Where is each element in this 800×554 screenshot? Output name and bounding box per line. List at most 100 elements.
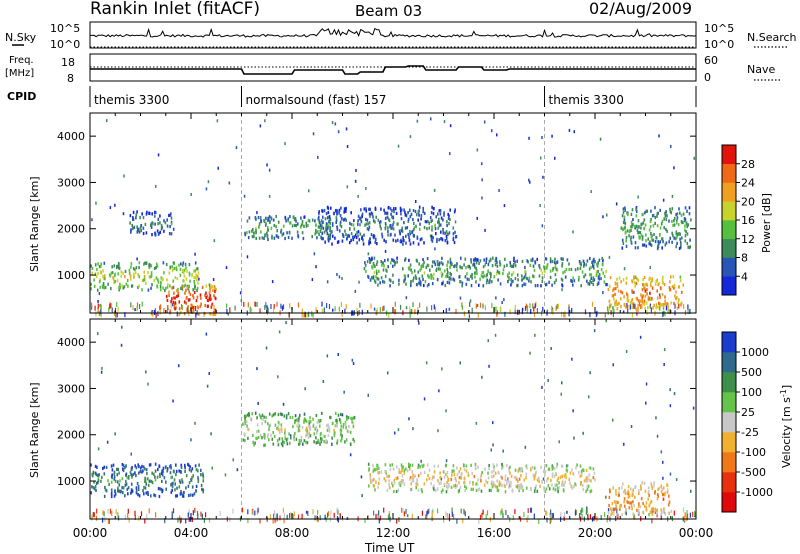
heatmap-cell	[521, 284, 524, 288]
heatmap-cell	[326, 205, 329, 209]
heatmap-cell	[533, 466, 536, 470]
heatmap-cell	[491, 470, 493, 474]
colorbar-swatch	[722, 163, 736, 183]
heatmap-cell	[676, 212, 679, 216]
heatmap-cell	[374, 207, 377, 211]
heatmap-cell	[119, 286, 121, 290]
heatmap-cell	[624, 504, 626, 508]
heatmap-cell	[444, 283, 447, 288]
heatmap-cell	[673, 301, 675, 306]
heatmap-cell	[189, 465, 191, 469]
heatmap-cell	[272, 413, 275, 417]
heatmap-cell	[590, 265, 592, 269]
heatmap-cell	[667, 305, 669, 309]
heatmap-cell	[194, 464, 197, 468]
heatmap-cell	[109, 206, 112, 210]
heatmap-cell	[643, 302, 646, 306]
heatmap-cell	[252, 433, 254, 437]
heatmap-cell	[383, 477, 386, 481]
heatmap-cell	[183, 312, 186, 316]
heatmap-cell	[320, 440, 323, 444]
heatmap-cell	[484, 228, 486, 232]
heatmap-cell	[613, 507, 615, 513]
noise-tick-top-right: 10^5	[704, 22, 734, 35]
heatmap-cell	[610, 512, 612, 517]
heatmap-cell	[174, 276, 177, 280]
heatmap-cell	[559, 475, 562, 479]
heatmap-cell	[181, 305, 183, 311]
heatmap-cell	[100, 370, 103, 374]
heatmap-cell	[350, 238, 352, 242]
heatmap-cell	[408, 464, 410, 469]
heatmap-cell	[689, 308, 691, 314]
heatmap-cell	[516, 485, 519, 489]
heatmap-cell	[323, 209, 326, 213]
heatmap-cell	[449, 152, 451, 156]
heatmap-cell	[630, 487, 632, 491]
heatmap-cell	[91, 472, 94, 476]
heatmap-cell	[658, 306, 661, 310]
heatmap-cell	[443, 211, 445, 215]
heatmap-cell	[470, 284, 473, 288]
heatmap-cell	[137, 471, 140, 475]
heatmap-cell	[625, 510, 627, 516]
heatmap-cell	[159, 230, 161, 234]
heatmap-cell	[111, 265, 113, 269]
heatmap-cell	[315, 441, 318, 445]
heatmap-cell	[126, 487, 129, 491]
heatmap-cell	[454, 230, 456, 234]
heatmap-cell	[405, 467, 407, 471]
heatmap-cell	[122, 212, 125, 216]
heatmap-cell	[552, 309, 554, 315]
heatmap-cell	[641, 299, 643, 303]
heatmap-cell	[529, 351, 531, 355]
heatmap-cell	[634, 303, 636, 309]
heatmap-cell	[427, 473, 429, 477]
heatmap-cell	[481, 196, 483, 200]
heatmap-cell	[214, 312, 216, 316]
heatmap-cell	[471, 472, 473, 476]
heatmap-cell	[243, 432, 246, 436]
heatmap-cell	[389, 284, 391, 288]
heatmap-cell	[455, 308, 457, 314]
heatmap-cell	[416, 478, 418, 482]
heatmap-cell	[248, 230, 251, 234]
heatmap-cell	[525, 476, 527, 480]
heatmap-cell	[579, 266, 582, 270]
heatmap-cell	[464, 257, 467, 261]
heatmap-cell	[633, 513, 635, 519]
heatmap-cell	[636, 307, 638, 313]
heatmap-cell	[276, 234, 278, 238]
heatmap-cell	[171, 511, 173, 517]
heatmap-cell	[461, 281, 464, 285]
heatmap-cell	[429, 216, 432, 220]
heatmap-cell	[183, 284, 185, 288]
heatmap-cell	[194, 507, 196, 513]
heatmap-cell	[541, 279, 544, 283]
heatmap-cell	[161, 473, 164, 477]
heatmap-cell	[382, 268, 385, 272]
heatmap-cell	[668, 511, 670, 515]
heatmap-cell	[495, 306, 497, 312]
heatmap-cell	[446, 237, 448, 241]
heatmap-cell	[438, 261, 441, 265]
heatmap-cell	[331, 121, 334, 124]
heatmap-cell	[645, 233, 647, 237]
heatmap-cell	[637, 303, 639, 307]
heatmap-cell	[415, 276, 418, 280]
heatmap-cell	[644, 504, 646, 508]
heatmap-cell	[399, 483, 402, 488]
heatmap-cell	[303, 417, 306, 421]
heatmap-cell	[634, 515, 636, 521]
heatmap-cell	[141, 288, 143, 292]
heatmap-cell	[178, 312, 181, 316]
colorbar-tick-label: 24	[741, 177, 755, 190]
heatmap-cell	[353, 235, 356, 239]
heatmap-cell	[577, 278, 580, 282]
heatmap-cell	[590, 489, 593, 493]
heatmap-cell	[382, 306, 384, 312]
heatmap-cell	[288, 432, 290, 436]
heatmap-cell	[675, 296, 677, 301]
heatmap-cell	[278, 330, 281, 334]
heatmap-cell	[111, 468, 114, 472]
